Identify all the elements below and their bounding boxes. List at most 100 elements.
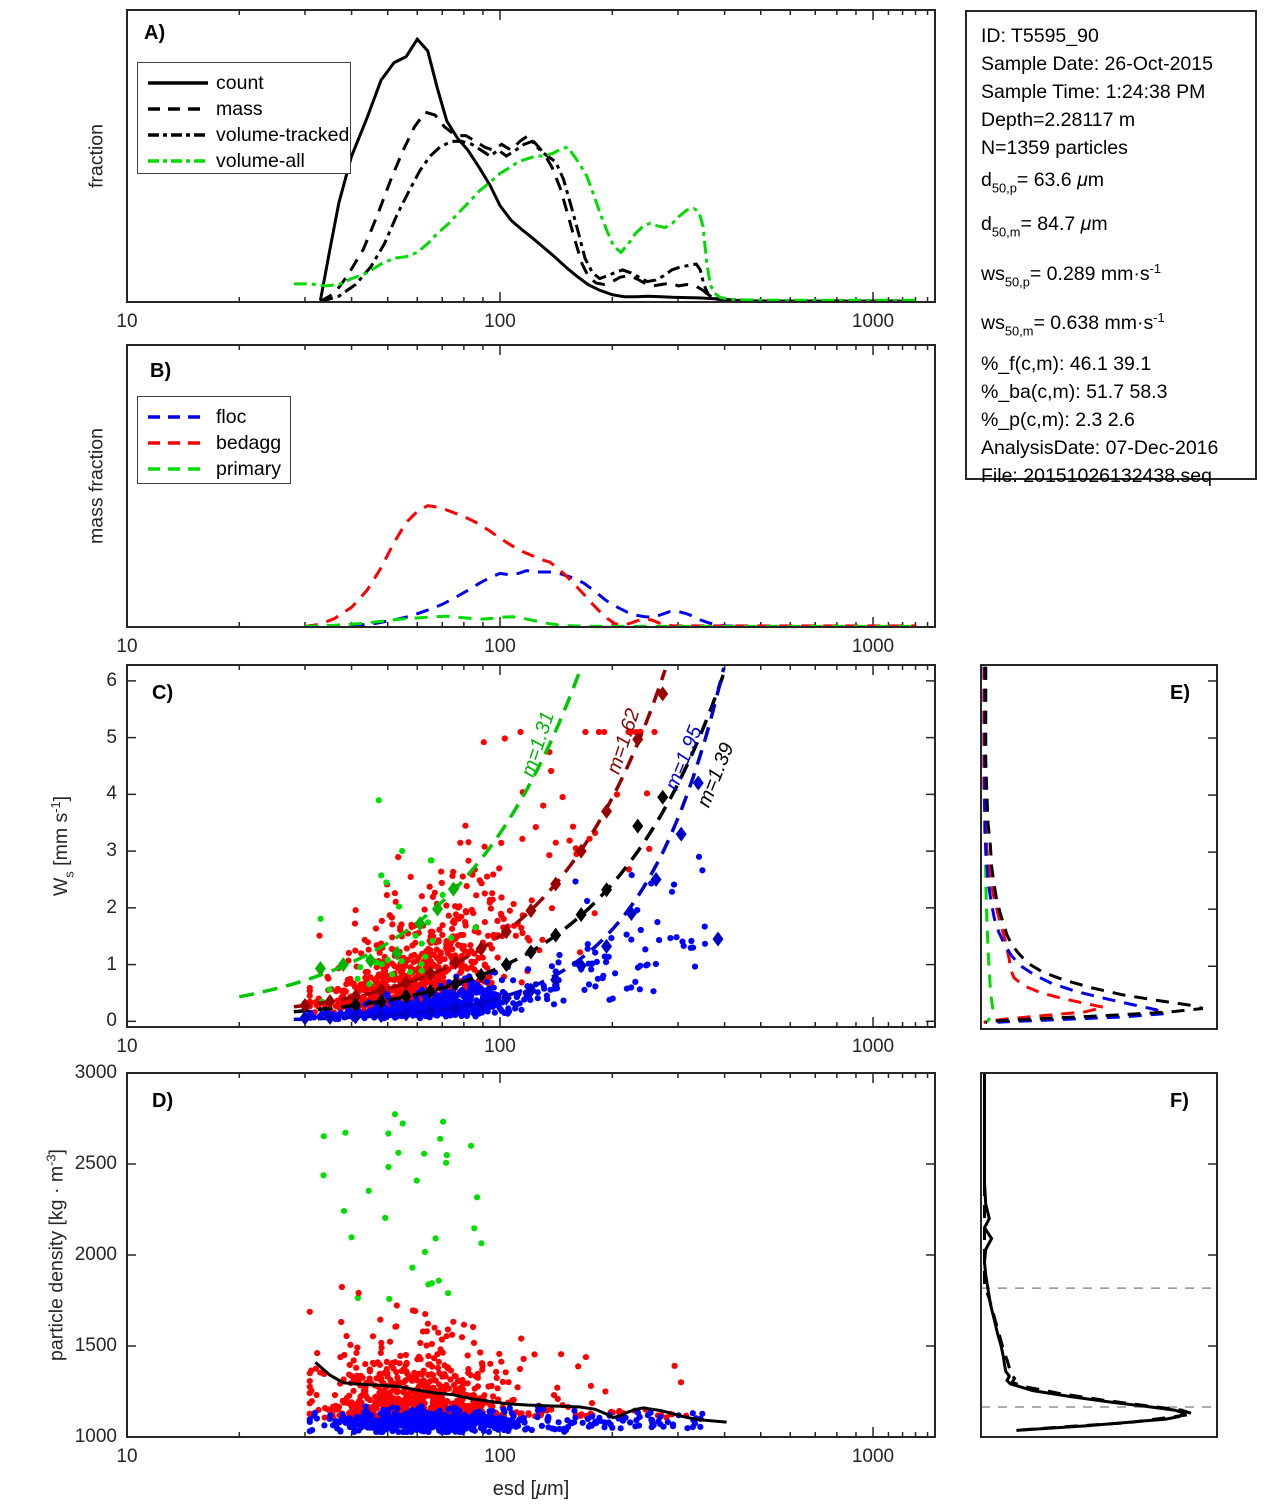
scatter-dot bbox=[483, 978, 490, 986]
scatter-dot bbox=[377, 1349, 384, 1356]
diamond-marker bbox=[657, 686, 669, 702]
diamond-marker bbox=[475, 967, 487, 983]
scatter-dot bbox=[378, 1339, 385, 1346]
scatter-dot bbox=[655, 1418, 662, 1425]
y-tick-label: 2 bbox=[106, 897, 117, 918]
scatter-dot bbox=[581, 986, 588, 994]
scatter-dot bbox=[649, 1420, 656, 1427]
scatter-dot bbox=[418, 961, 425, 968]
scatter-dot bbox=[601, 953, 608, 960]
scatter-dot bbox=[516, 1365, 524, 1373]
scatter-dot bbox=[357, 964, 364, 971]
series-density-profile-fit bbox=[983, 1074, 1194, 1432]
scatter-dot bbox=[420, 1367, 427, 1374]
scatter-dot bbox=[547, 986, 554, 993]
scatter-dot bbox=[392, 898, 399, 905]
scatter-dot bbox=[486, 1002, 493, 1010]
scatter-dot bbox=[548, 767, 555, 775]
scatter-dot bbox=[550, 1392, 558, 1399]
text-segment: File: 20151026132438.seq bbox=[981, 464, 1212, 487]
scatter-dot bbox=[358, 1415, 365, 1422]
scatter-dot bbox=[429, 1363, 436, 1370]
text-segment: -1 bbox=[47, 801, 63, 813]
scatter-dot bbox=[314, 1350, 321, 1357]
scatter-dot bbox=[612, 970, 619, 977]
scatter-dot bbox=[689, 1424, 696, 1431]
scatter-dot bbox=[458, 987, 465, 994]
scatter-dot bbox=[527, 996, 534, 1004]
floc-density bbox=[306, 1403, 706, 1435]
diamond-marker bbox=[475, 996, 487, 1012]
scatter-dot bbox=[385, 1130, 392, 1137]
text-segment: m bbox=[1091, 213, 1108, 236]
info-line-9: %_f(c,m): 46.1 39.1 bbox=[981, 350, 1255, 378]
scatter-dot bbox=[430, 1384, 437, 1391]
scatter-dot bbox=[434, 1012, 441, 1019]
diamond-marker bbox=[337, 957, 349, 973]
scatter-dot bbox=[435, 1329, 442, 1336]
scatter-dot bbox=[677, 1379, 685, 1386]
scatter-dot bbox=[470, 1339, 478, 1346]
scatter-dot bbox=[459, 962, 466, 969]
scatter-dot bbox=[417, 1339, 424, 1347]
scatter-dot bbox=[376, 949, 383, 956]
scatter-dot bbox=[660, 1423, 667, 1430]
scatter-dot bbox=[643, 790, 651, 797]
series-mass bbox=[319, 110, 916, 301]
scatter-dot bbox=[313, 1415, 320, 1422]
scatter-dot bbox=[699, 867, 706, 874]
scatter-dot bbox=[369, 1333, 377, 1340]
scatter-dot bbox=[465, 839, 472, 846]
scatter-dot bbox=[549, 1425, 556, 1432]
scatter-dot bbox=[358, 1399, 365, 1406]
scatter-dot bbox=[434, 1364, 442, 1371]
diamond-marker bbox=[450, 976, 462, 992]
scatter-dot bbox=[554, 1384, 561, 1391]
scatter-dot bbox=[448, 934, 455, 942]
diamond-marker bbox=[575, 907, 587, 923]
scatter-dot bbox=[594, 975, 602, 982]
scatter-dot bbox=[498, 1358, 505, 1365]
legend-line-sample bbox=[148, 415, 208, 419]
scatter-dot bbox=[519, 929, 526, 937]
scatter-dot bbox=[416, 1370, 423, 1377]
scatter-dot bbox=[463, 883, 470, 890]
scatter-dot bbox=[461, 947, 468, 954]
scatter-dot bbox=[399, 847, 406, 855]
scatter-dot bbox=[345, 949, 352, 957]
scatter-dot bbox=[522, 1426, 529, 1433]
y-tick-label: 1000 bbox=[74, 1426, 117, 1447]
x-tick-label: 1000 bbox=[851, 636, 895, 657]
scatter-dot bbox=[418, 1403, 425, 1410]
scatter-dot bbox=[395, 903, 403, 910]
scatter-dot bbox=[362, 1403, 369, 1410]
scatter-dot bbox=[490, 871, 497, 878]
scatter-dot bbox=[531, 1351, 538, 1358]
scatter-dot bbox=[592, 949, 599, 956]
scatter-dot bbox=[546, 852, 553, 859]
scatter-dot bbox=[510, 1000, 517, 1007]
scatter-dot bbox=[656, 937, 663, 944]
x-tick-label: 100 bbox=[484, 1446, 516, 1467]
scatter-dot bbox=[388, 1006, 395, 1013]
scatter-dot bbox=[421, 1423, 429, 1430]
diamond-marker bbox=[550, 876, 562, 892]
scatter-dot bbox=[515, 1422, 522, 1429]
scatter-dot bbox=[409, 1264, 416, 1271]
legend-item-volume-all: volume-all bbox=[147, 148, 342, 174]
scatter-dot bbox=[401, 1423, 408, 1430]
scatter-dot bbox=[394, 1397, 401, 1404]
scatter-dot bbox=[502, 1422, 509, 1429]
scatter-dot bbox=[701, 923, 708, 930]
scatter-dot bbox=[368, 1417, 375, 1424]
scatter-dot bbox=[383, 962, 390, 970]
text-segment: ws bbox=[981, 262, 1005, 285]
scatter-dot bbox=[456, 1377, 463, 1384]
scatter-dot bbox=[306, 1390, 313, 1397]
scatter-dot bbox=[464, 1352, 471, 1359]
x-tick-label: 10 bbox=[116, 1446, 138, 1467]
scatter-dot bbox=[421, 1248, 428, 1255]
scatter-dot bbox=[429, 1398, 436, 1405]
info-line-11: %_p(c,m): 2.3 2.6 bbox=[981, 406, 1255, 434]
